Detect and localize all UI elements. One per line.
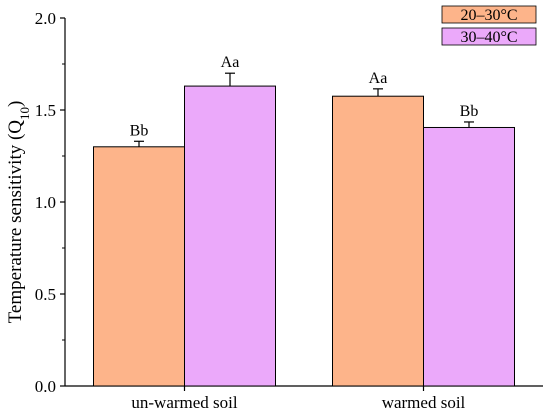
bars: Bb Aa Aa Bb <box>93 54 515 387</box>
significance-label: Bb <box>460 103 479 120</box>
significance-label: Bb <box>130 122 149 139</box>
bar <box>93 146 185 387</box>
x-tick-label: warmed soil <box>382 393 466 412</box>
y-tick-label: 1.0 <box>35 193 56 212</box>
y-tick-label: 0.0 <box>35 377 56 396</box>
y-tick-label: 1.5 <box>35 101 56 120</box>
legend: 20–30°C 30–40°C <box>441 5 537 46</box>
significance-label: Aa <box>369 70 388 87</box>
y-axis-label: Temperature sensitivity (Q10) <box>5 101 32 324</box>
y-tick-label: 2.0 <box>35 9 56 28</box>
y-tick-label: 0.5 <box>35 285 56 304</box>
x-tick-label: un-warmed soil <box>131 393 238 412</box>
legend-label: 30–40°C <box>460 29 517 46</box>
significance-label: Aa <box>221 54 240 71</box>
legend-swatch <box>441 5 537 24</box>
bar <box>332 95 424 387</box>
legend-swatch <box>441 27 537 46</box>
bar <box>184 85 276 387</box>
bar <box>423 126 515 387</box>
legend-label: 20–30°C <box>460 7 517 24</box>
